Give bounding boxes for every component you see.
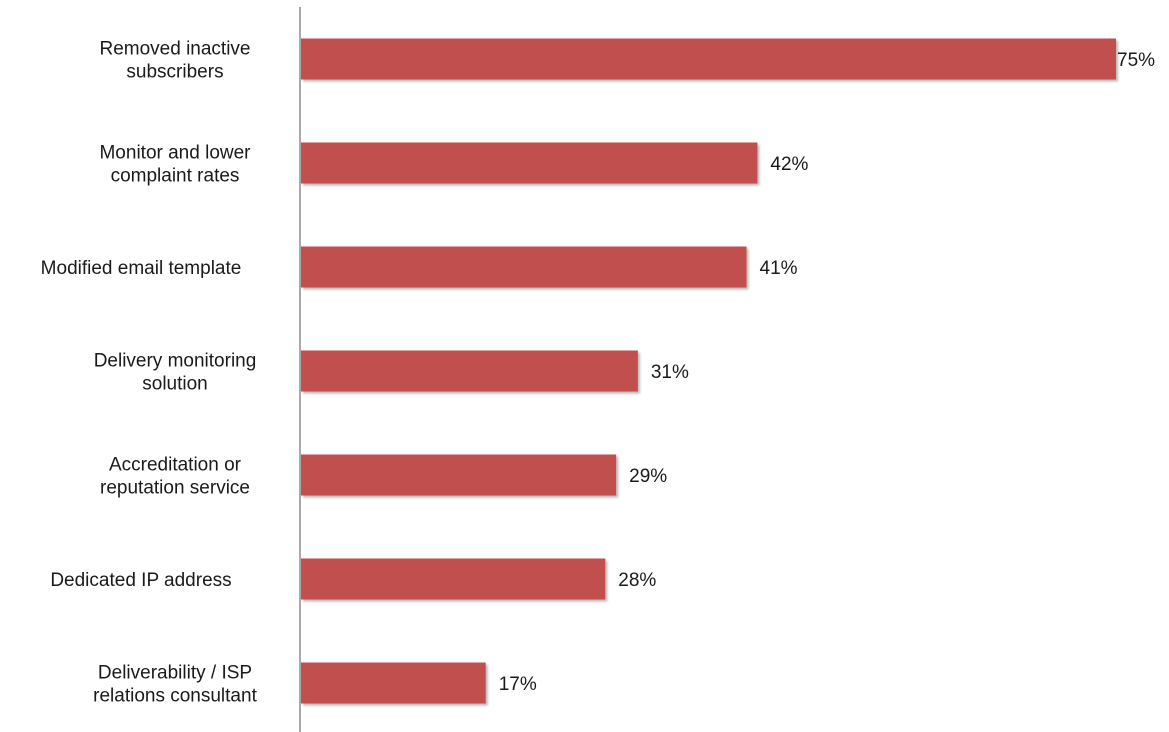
category-label-line: subscribers [126, 62, 223, 83]
bar [301, 662, 486, 704]
value-label: 75% [1117, 50, 1155, 71]
category-label-line: Delivery monitoring [94, 351, 257, 372]
bar [301, 38, 1116, 80]
value-label: 31% [651, 362, 689, 383]
bar [301, 454, 617, 496]
category-label: Removed inactive subscribers [99, 39, 250, 83]
value-labels: 75% 42% 41% 31% 29% 28% 17% [499, 50, 1155, 695]
category-label-line: Monitor and lower [99, 143, 251, 164]
category-label-line: Modified email template [41, 258, 242, 279]
category-label-line: relations consultant [93, 686, 257, 707]
category-label: Dedicated IP address [50, 570, 231, 591]
bar [301, 142, 758, 184]
category-label-line: Deliverability / ISP [98, 663, 252, 684]
bar [301, 350, 638, 392]
category-label-line: solution [142, 374, 208, 395]
value-label: 28% [618, 570, 656, 591]
category-label-line: Accreditation or [109, 455, 242, 476]
category-label-line: complaint rates [111, 166, 240, 187]
category-label: Delivery monitoring solution [94, 351, 257, 395]
value-label: 42% [770, 154, 808, 175]
category-label-line: Dedicated IP address [50, 570, 231, 591]
category-label: Deliverability / ISP relations consultant [93, 663, 257, 707]
value-label: 17% [499, 674, 537, 695]
category-labels: Removed inactive subscribers Monitor and l… [41, 39, 258, 707]
value-label: 29% [629, 466, 667, 487]
category-label: Monitor and lower complaint rates [99, 143, 251, 187]
category-label-line: reputation service [100, 478, 250, 499]
category-label: Accreditation or reputation service [100, 455, 250, 499]
category-label-line: Removed inactive [99, 39, 250, 60]
bars-group [301, 38, 1116, 704]
category-label: Modified email template [41, 258, 242, 279]
bar [301, 246, 747, 288]
bar [301, 558, 606, 600]
value-label: 41% [760, 258, 798, 279]
